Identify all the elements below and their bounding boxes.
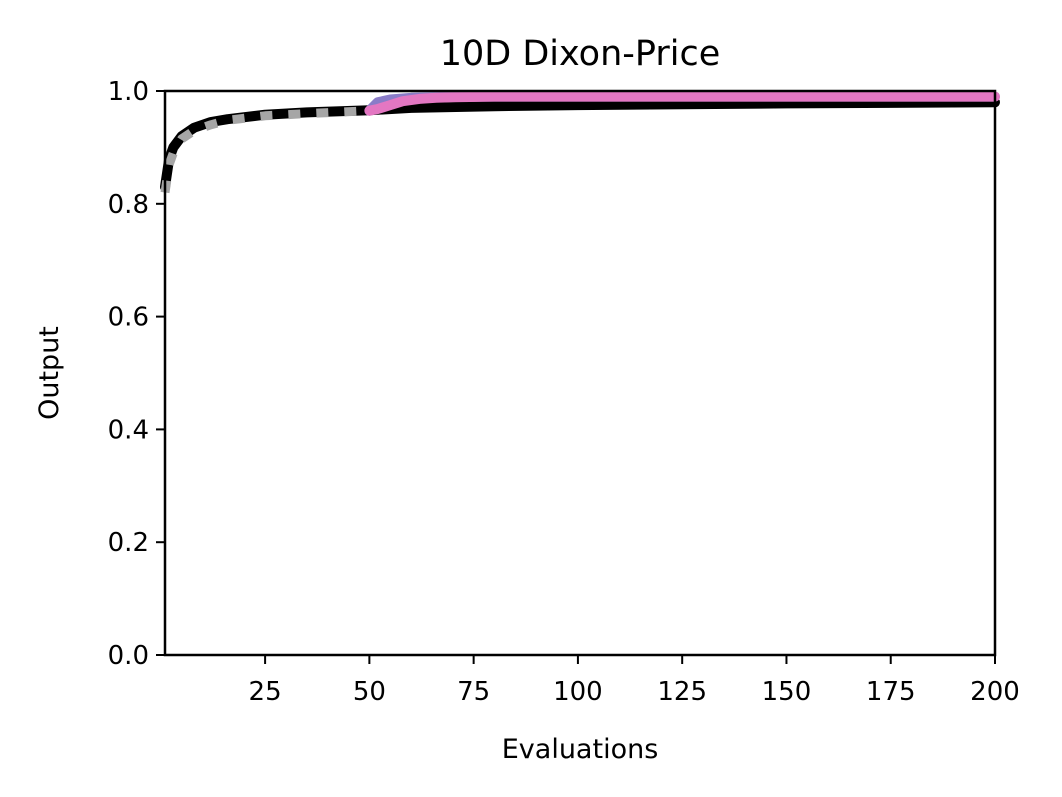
y-tick-label: 0.4 (108, 415, 149, 445)
x-tick-label: 125 (657, 677, 707, 707)
y-axis: 0.0 0.2 0.4 0.6 0.8 1.0 (108, 77, 165, 671)
x-axis: 25 50 75 100 125 150 175 200 (249, 655, 1020, 707)
series-line-3 (364, 91, 1000, 116)
y-tick-label: 0.2 (108, 528, 149, 558)
x-tick-label: 50 (353, 677, 386, 707)
x-tick-label: 75 (457, 677, 490, 707)
y-axis-label: Output (34, 326, 65, 420)
plot-frame (163, 89, 997, 657)
y-tick-label: 1.0 (108, 77, 149, 107)
chart-title: 10D Dixon-Price (440, 34, 721, 74)
series-line-1 (160, 106, 370, 194)
x-axis-label: Evaluations (502, 734, 659, 765)
plot-area (160, 91, 1000, 194)
x-tick-label: 200 (970, 677, 1020, 707)
x-tick-label: 25 (249, 677, 282, 707)
x-tick-label: 175 (866, 677, 916, 707)
y-tick-label: 0.6 (108, 303, 149, 333)
y-tick-label: 0.0 (108, 641, 149, 671)
y-tick-label: 0.8 (108, 190, 149, 220)
x-tick-label: 150 (762, 677, 812, 707)
x-tick-label: 100 (553, 677, 603, 707)
